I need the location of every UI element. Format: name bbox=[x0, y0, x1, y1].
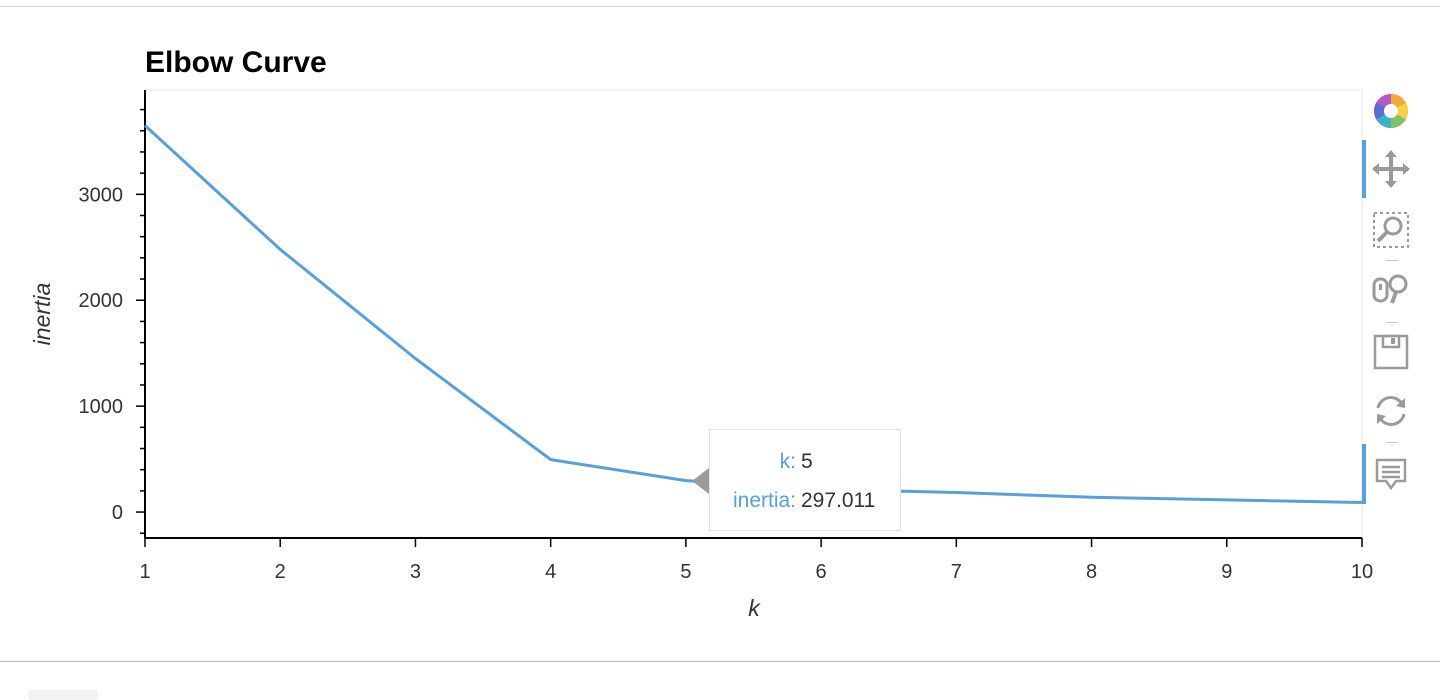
x-tick-label: 7 bbox=[951, 561, 962, 583]
box-zoom-icon[interactable] bbox=[1366, 205, 1416, 255]
x-tick-label: 4 bbox=[545, 561, 556, 583]
top-divider bbox=[0, 6, 1440, 7]
bokeh-logo-icon[interactable] bbox=[1366, 86, 1416, 136]
pan-icon[interactable] bbox=[1366, 144, 1416, 194]
y-tick-label: 3000 bbox=[79, 184, 124, 206]
tooltip-pointer bbox=[692, 468, 709, 494]
wheel-zoom-icon[interactable] bbox=[1366, 264, 1416, 314]
reset-icon[interactable] bbox=[1366, 386, 1416, 436]
y-tick-label: 2000 bbox=[79, 290, 124, 312]
next-cell-stub bbox=[28, 690, 98, 700]
bottom-divider bbox=[0, 661, 1440, 662]
tooltip-k-value: 5 bbox=[801, 450, 813, 473]
y-tick-label: 1000 bbox=[79, 396, 124, 418]
x-tick-label: 3 bbox=[410, 561, 421, 583]
x-axis: 1 2 3 4 5 6 7 8 9 10 bbox=[139, 537, 1373, 583]
y-tick-label: 0 bbox=[112, 502, 123, 524]
hover-active-indicator bbox=[1362, 444, 1366, 504]
x-tick-label: 5 bbox=[680, 561, 691, 583]
y-axis-label: inertia bbox=[29, 283, 55, 346]
toolbar-separator bbox=[1386, 260, 1398, 261]
toolbar-separator bbox=[1386, 322, 1398, 323]
hover-icon[interactable] bbox=[1366, 449, 1416, 499]
chart-toolbar bbox=[1362, 86, 1418, 506]
save-icon[interactable] bbox=[1366, 327, 1416, 377]
y-axis: 0 1000 2000 3000 bbox=[79, 90, 146, 538]
x-tick-label: 1 bbox=[139, 561, 150, 583]
hover-tooltip: k: 5 inertia: 297.011 bbox=[709, 429, 901, 531]
x-tick-label: 2 bbox=[275, 561, 286, 583]
pan-active-indicator bbox=[1362, 140, 1366, 198]
tooltip-k-label: k: bbox=[779, 450, 796, 473]
x-tick-label: 8 bbox=[1086, 561, 1097, 583]
toolbar-separator bbox=[1386, 442, 1398, 443]
chart-title: Elbow Curve bbox=[145, 46, 327, 79]
tooltip-inertia-value: 297.011 bbox=[801, 489, 876, 512]
x-tick-label: 9 bbox=[1221, 561, 1232, 583]
x-axis-label: k bbox=[748, 595, 761, 621]
tooltip-inertia-label: inertia: bbox=[732, 489, 796, 512]
x-tick-label: 10 bbox=[1351, 561, 1373, 583]
x-tick-label: 6 bbox=[816, 561, 827, 583]
